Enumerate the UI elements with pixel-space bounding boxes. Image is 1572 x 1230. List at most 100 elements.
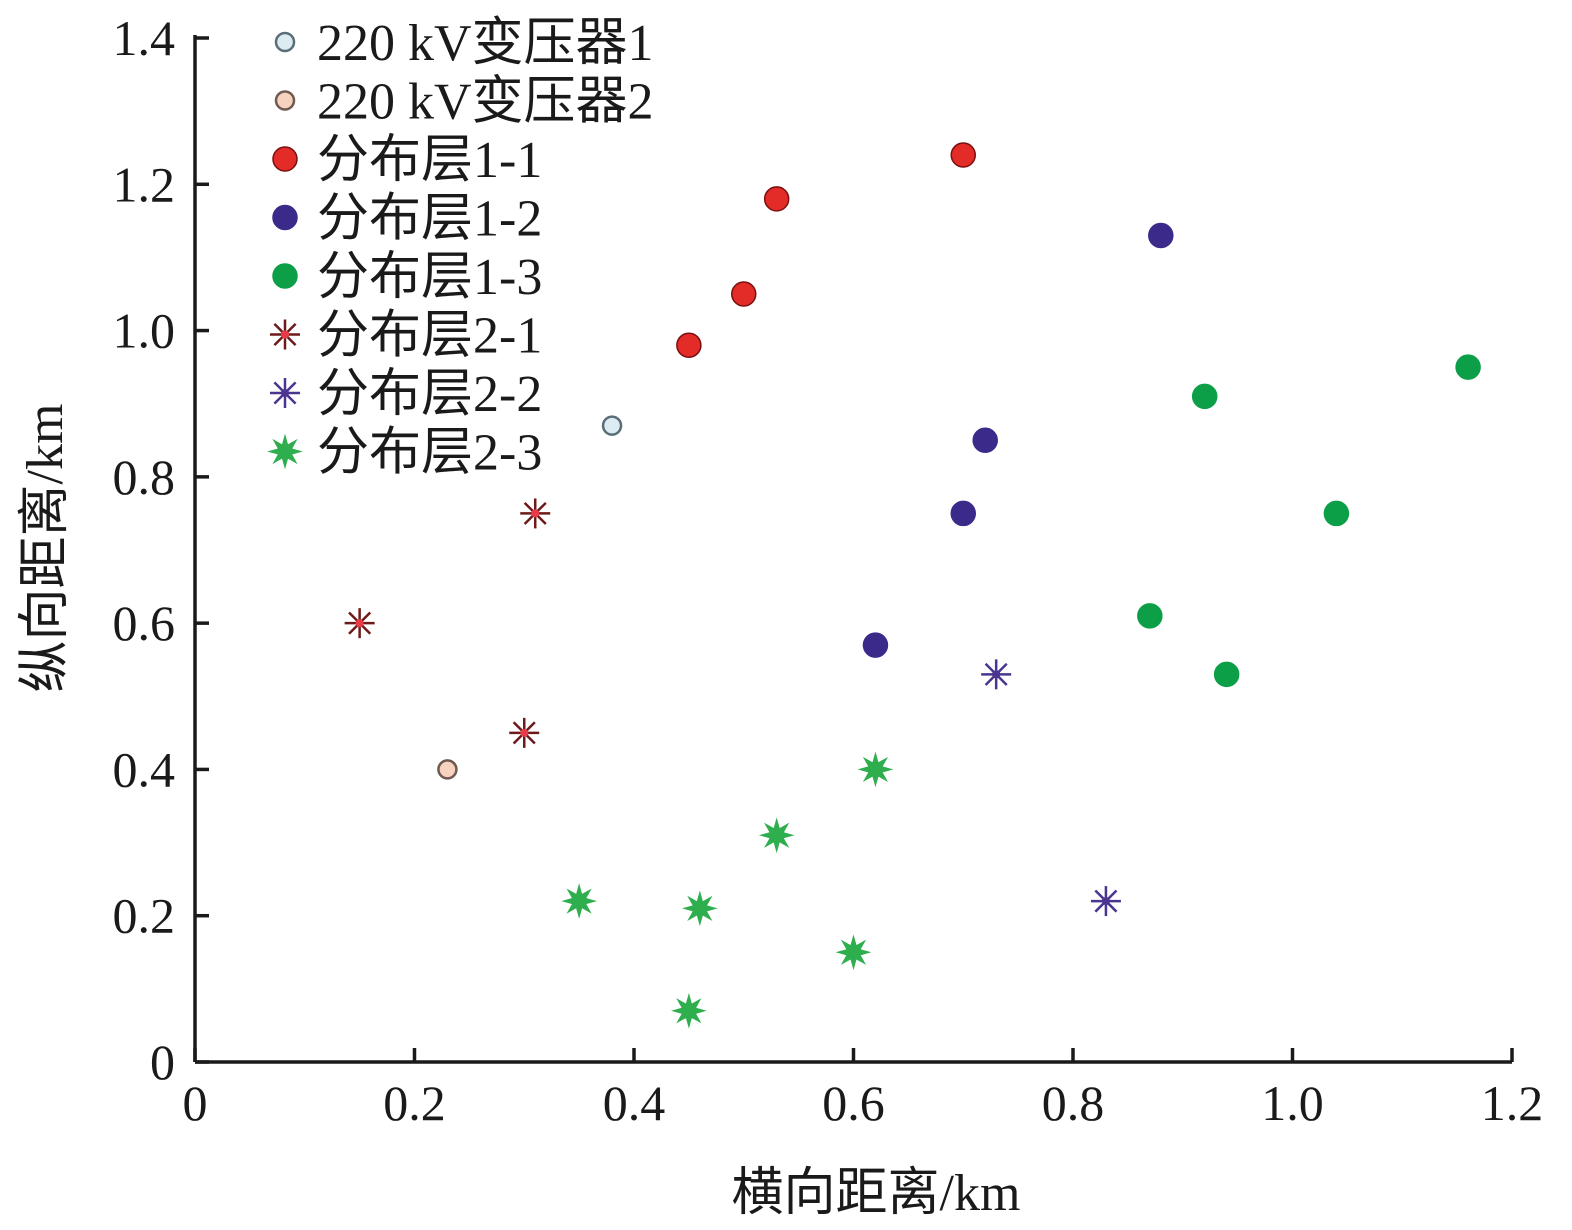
legend-marker-1	[274, 31, 296, 53]
x-tick-label: 1.0	[1261, 1075, 1324, 1131]
legend-label-3: 分布层1-1	[317, 132, 542, 189]
point-series8-4	[682, 890, 718, 927]
marker-core	[520, 728, 529, 737]
marker-shape	[601, 415, 623, 436]
legend-marker-6	[270, 319, 300, 350]
point-series3-3	[731, 281, 757, 307]
marker-shape	[1137, 603, 1163, 629]
legend-label-7: 分布层2-2	[317, 366, 542, 423]
legend-label-1: 220 kV变压器1	[317, 15, 654, 72]
marker-shape	[731, 281, 757, 307]
legend-marker-4	[272, 204, 298, 231]
marker-shape	[1213, 661, 1240, 688]
x-tick-label: 1.2	[1481, 1075, 1544, 1131]
marker-shape	[758, 817, 795, 854]
marker-shape	[274, 90, 296, 111]
point-series3-1	[950, 142, 976, 168]
x-tick-label: 0.4	[603, 1075, 666, 1131]
point-series5-2	[1191, 383, 1218, 410]
point-series4-4	[862, 632, 889, 658]
marker-shape	[272, 204, 298, 231]
point-series7-2	[1090, 886, 1121, 917]
legend-label-5: 分布层1-3	[317, 249, 542, 306]
y-tick-label: 0.6	[113, 595, 176, 651]
data-points	[344, 142, 1481, 1029]
point-series8-5	[835, 934, 872, 971]
point-series8-2	[758, 817, 795, 854]
y-tick-label: 0.4	[113, 741, 176, 797]
marker-shape	[272, 263, 298, 289]
legend-marker-2	[274, 90, 296, 111]
point-series4-2	[972, 427, 998, 454]
marker-core	[1101, 897, 1110, 906]
y-tick-label: 0.8	[113, 449, 176, 505]
point-series6-2	[344, 608, 375, 639]
x-ticks: 0 0.2 0.4 0.6 0.8 1.0 1.2	[183, 1048, 1544, 1131]
y-ticks: 0 0.2 0.4 0.6 0.8 1.0 1.2 1.4	[113, 10, 209, 1090]
legend-label-4: 分布层1-2	[317, 191, 542, 248]
x-tick-label: 0.6	[822, 1075, 885, 1131]
marker-shape	[1455, 354, 1481, 380]
legend-marker-8	[267, 433, 303, 470]
y-tick-label: 0	[150, 1034, 175, 1090]
marker-shape	[267, 433, 303, 470]
marker-core	[355, 619, 364, 628]
point-series5-3	[1323, 500, 1350, 527]
y-tick-label: 1.2	[113, 156, 176, 212]
x-axis-title: 横向距离/km	[732, 1165, 1021, 1222]
point-series3-4	[676, 332, 702, 358]
legend-label-6: 分布层2-1	[317, 308, 542, 365]
marker-shape	[671, 992, 707, 1029]
marker-shape	[862, 632, 889, 658]
marker-shape	[835, 934, 872, 971]
marker-shape	[561, 883, 597, 919]
legend-marker-7	[270, 378, 300, 408]
marker-core	[531, 509, 540, 518]
point-series4-1	[1148, 222, 1174, 249]
point-series5-4	[1137, 603, 1163, 629]
x-tick-label: 0.2	[383, 1075, 446, 1131]
marker-shape	[274, 31, 296, 53]
marker-shape	[857, 751, 894, 788]
y-axis-title: 纵向距离/km	[17, 404, 74, 693]
marker-shape	[1148, 222, 1174, 249]
x-tick-label: 0.8	[1042, 1075, 1105, 1131]
marker-shape	[950, 142, 976, 168]
y-tick-label: 1.4	[113, 10, 176, 66]
point-series4-3	[950, 500, 976, 527]
point-series2-1	[437, 759, 458, 780]
y-tick-label: 1.0	[113, 303, 176, 359]
point-series7-1	[981, 659, 1012, 690]
marker-shape	[272, 146, 298, 172]
marker-core	[992, 670, 1001, 679]
point-series8-3	[561, 883, 597, 919]
point-series5-5	[1213, 661, 1240, 688]
marker-shape	[972, 427, 998, 454]
x-tick-label: 0	[183, 1075, 208, 1131]
point-series8-6	[671, 992, 707, 1029]
point-series3-2	[763, 186, 790, 212]
marker-shape	[763, 186, 790, 212]
marker-shape	[682, 890, 718, 927]
marker-core	[281, 330, 289, 339]
legend-label-8: 分布层2-3	[317, 425, 542, 482]
point-series8-1	[857, 751, 894, 788]
legend-marker-5	[272, 263, 298, 289]
marker-core	[281, 389, 289, 397]
legend-marker-3	[272, 146, 298, 172]
point-series6-3	[509, 717, 540, 748]
marker-shape	[1323, 500, 1350, 527]
point-series5-1	[1455, 354, 1481, 380]
marker-shape	[1191, 383, 1218, 410]
point-series6-1	[520, 498, 551, 529]
legend-label-2: 220 kV变压器2	[317, 74, 654, 131]
marker-shape	[950, 500, 976, 527]
marker-shape	[676, 332, 702, 358]
y-tick-label: 0.2	[113, 888, 176, 944]
axes	[193, 35, 1512, 1064]
point-series1-1	[601, 415, 623, 436]
marker-shape	[437, 759, 458, 780]
